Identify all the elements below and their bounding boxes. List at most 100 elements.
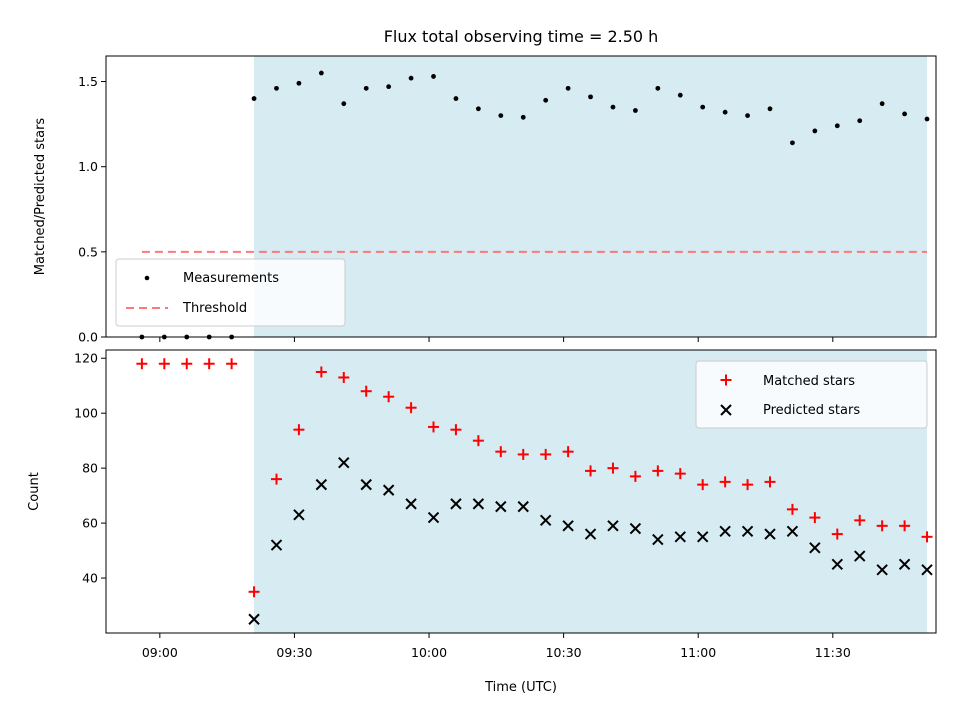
measurement-point [812,128,818,134]
measurement-point [902,111,907,117]
predicted-stars-points [248,456,933,625]
measurement-point [857,118,863,124]
matched-stars-points [136,358,933,598]
matched-star-point [719,476,731,488]
measurement-point [722,109,728,115]
matched-star-point [158,358,170,370]
predicted-star-point [450,498,462,510]
y-tick-label: 0.0 [78,330,98,345]
measurement-point [274,85,279,91]
bottom-legend-box [695,360,928,429]
threshold-legend-label: Threshold [182,301,247,316]
measurement-point [386,84,392,90]
matched-star-point [854,514,866,526]
matched-star-point [338,371,350,383]
x-tick-label: 10:30 [546,645,582,660]
predicted-star-point [696,531,709,543]
matched-star-point [831,528,843,540]
predicted-star-point [674,531,686,543]
measurement-point [363,85,369,91]
chart-title: Flux total observing time = 2.50 h [384,27,659,46]
measurement-point [633,108,638,113]
matched-star-point [764,476,776,488]
predicted-star-point [405,498,417,510]
x-tick-label: 11:30 [815,645,851,660]
matched-star-point [428,421,440,433]
predicted-star-point [360,478,372,491]
measurement-point [677,92,683,98]
matched-star-point [203,358,215,370]
y-tick-label: 1.5 [78,74,98,89]
matched-star-point [495,446,507,458]
matched-star-point [607,462,619,474]
x-tick-label: 09:00 [142,645,178,660]
x-axis-label: Time (UTC) [484,680,557,695]
predicted-star-point [741,525,754,538]
flux-ratio-panel: 0.0 0.5 1.0 1.5 Flux total observing time =… [33,27,937,345]
bottom-y-ticks: 40 60 80 100 120 [74,351,106,586]
matched-star-point [562,446,574,458]
matched-star-point [629,470,641,482]
bottom-y-axis-label: Count [27,472,42,511]
predicted-star-point [495,500,507,513]
observing-window-shade [254,56,928,337]
y-tick-label: 80 [82,461,98,476]
predicted-star-point [809,542,821,554]
star-count-panel: 40 60 80 100 120 09:00 09:30 10:00 10:30 11:00 11… [27,349,937,695]
matched-star-point [293,424,305,436]
predicted-star-point [517,500,529,513]
top-legend: Measurements Threshold [115,258,346,327]
measurement-point [834,123,840,129]
matched-star-point [472,435,484,447]
measurement-point [767,106,773,112]
top-axes-frame [105,55,937,338]
matched-star-point [517,448,529,460]
measurement-point [475,106,481,112]
matched-star-point [899,520,911,532]
measurement-points [139,70,930,340]
matched-star-point [540,448,552,460]
measurement-point [879,101,885,107]
measurement-point [543,97,549,103]
matched-star-point [697,479,709,491]
predicted-star-point [652,533,664,546]
matched-star-point [315,366,327,378]
y-tick-label: 100 [74,406,98,421]
measurement-point [745,113,750,119]
y-tick-label: 60 [82,516,98,531]
top-legend-box [115,258,346,327]
bottom-legend: Matched stars Predicted stars [695,360,928,429]
y-tick-label: 120 [74,351,98,366]
measurement-point [318,70,324,76]
matched-star-point [921,531,933,543]
predicted-star-point [248,613,260,625]
measurement-point [498,113,504,119]
bottom-axes-frame [105,349,937,634]
bottom-x-ticks: 09:00 09:30 10:00 10:30 11:00 11:30 [142,633,851,660]
predicted-star-point [472,498,485,510]
matched-legend-marker [720,374,732,386]
measurement-point [924,116,930,122]
matched-star-point [405,402,417,414]
predicted-star-point [338,456,350,469]
predicted-star-point [898,558,911,571]
measurement-point [431,74,436,79]
y-tick-label: 1.0 [78,159,98,174]
matched-star-point [181,358,193,370]
matched-star-point [360,385,372,397]
predicted-star-point [293,509,305,521]
predicted-star-point [270,539,283,551]
measurement-point [251,96,257,101]
matched-star-point [674,468,686,480]
measurement-point [341,101,347,107]
matched-legend-label: Matched stars [763,374,855,389]
predicted-star-point [876,564,888,576]
predicted-star-point [764,528,776,540]
predicted-star-point [719,525,731,538]
matched-star-point [248,586,260,598]
top-y-axis-label: Matched/Predicted stars [33,118,48,276]
measurement-point [565,85,571,91]
matched-star-point [876,520,888,532]
matched-star-point [786,503,798,515]
